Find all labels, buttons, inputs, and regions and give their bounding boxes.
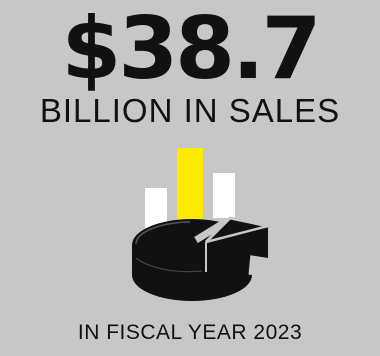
fiscal-year-caption: IN FISCAL YEAR 2023 [77,321,303,344]
pie-icon [132,216,269,301]
sales-amount: $38.7 [61,0,321,99]
bar-and-pie-chart-icon [132,148,269,301]
white-bar-left-icon [145,188,167,228]
yellow-bar-icon [177,148,203,223]
white-bar-right-icon [213,173,235,218]
sales-subtitle: BILLION IN SALES [39,92,341,129]
